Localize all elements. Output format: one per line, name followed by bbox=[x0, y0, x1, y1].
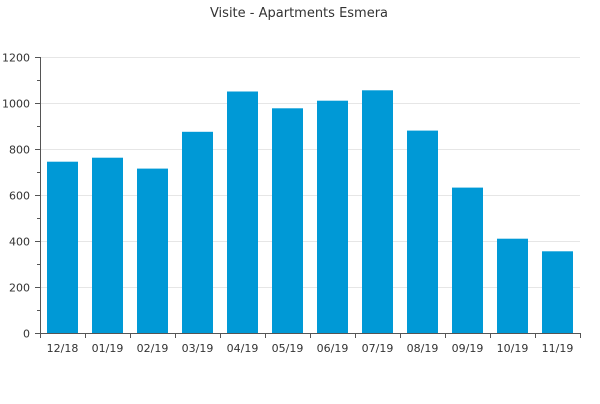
y-tick-label: 600 bbox=[9, 190, 30, 203]
bar bbox=[47, 161, 78, 333]
y-tick-label: 0 bbox=[23, 328, 30, 341]
bar bbox=[92, 157, 123, 333]
bar bbox=[497, 238, 528, 333]
bar bbox=[317, 100, 348, 333]
x-tick-label: 08/19 bbox=[407, 342, 439, 355]
x-tick-label: 05/19 bbox=[272, 342, 304, 355]
bar bbox=[542, 251, 573, 333]
y-tick-label: 800 bbox=[9, 144, 30, 157]
bars bbox=[47, 90, 573, 334]
bar bbox=[137, 168, 168, 333]
grid-lines bbox=[40, 57, 580, 288]
x-tick-label: 04/19 bbox=[227, 342, 259, 355]
bar bbox=[407, 130, 438, 333]
bar bbox=[227, 91, 258, 333]
x-tick-label: 07/19 bbox=[362, 342, 394, 355]
y-tick-label: 1000 bbox=[2, 98, 30, 111]
bar bbox=[182, 131, 213, 334]
bar bbox=[272, 108, 303, 333]
x-tick-label: 12/18 bbox=[47, 342, 79, 355]
y-tick-label: 200 bbox=[9, 282, 30, 295]
x-tick-label: 01/19 bbox=[92, 342, 124, 355]
bar bbox=[452, 187, 483, 333]
tick-labels: 0 200 400 600 800 1000 1200 12/18 01/19 02/19 03/1… bbox=[2, 52, 573, 356]
x-tick-label: 09/19 bbox=[452, 342, 484, 355]
bar bbox=[362, 90, 393, 333]
chart-title: Visite - Apartments Esmera bbox=[210, 6, 388, 21]
x-tick-label: 11/19 bbox=[542, 342, 574, 355]
axes bbox=[35, 57, 581, 338]
x-tick-label: 06/19 bbox=[317, 342, 349, 355]
y-tick-label: 400 bbox=[9, 236, 30, 249]
x-tick-label: 10/19 bbox=[497, 342, 529, 355]
x-tick-label: 02/19 bbox=[137, 342, 169, 355]
x-tick-label: 03/19 bbox=[182, 342, 214, 355]
y-tick-label: 1200 bbox=[2, 52, 30, 65]
